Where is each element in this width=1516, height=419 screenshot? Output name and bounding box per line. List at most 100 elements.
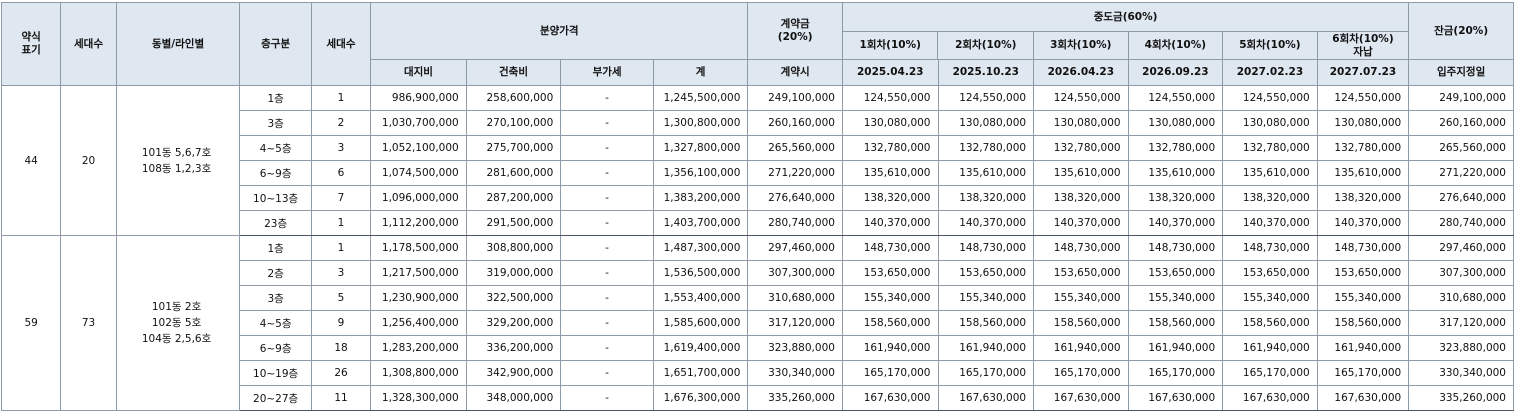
- header-date-5: 2027.02.23: [1222, 59, 1318, 86]
- cell-land: 1,328,300,000: [370, 385, 467, 411]
- cell-floor: 20~27층: [239, 385, 312, 411]
- cell-vat: -: [560, 85, 654, 111]
- cell-vat: -: [560, 210, 654, 236]
- header-middle-installments: 1회차(10%) 2회차(10%) 3회차(10%) 4회차(10%) 5회차(…: [843, 32, 1408, 59]
- cell-middle-5: 124,550,000: [1222, 85, 1318, 111]
- header-deposit-line1: 계약금: [780, 18, 810, 30]
- cell-land: 1,112,200,000: [370, 210, 467, 236]
- cell-middle-3: 135,610,000: [1033, 160, 1129, 186]
- cell-balance: 280,740,000: [1408, 210, 1514, 236]
- cell-deposit: 323,880,000: [747, 335, 843, 361]
- cell-middle-3: 138,320,000: [1033, 185, 1129, 211]
- cell-deposit: 307,300,000: [747, 260, 843, 286]
- cell-middle-1: 132,780,000: [841, 135, 939, 161]
- header-dong: 동별/라인별: [115, 2, 241, 86]
- cell-floor: 1층: [239, 85, 312, 111]
- cell-deposit: 260,160,000: [747, 110, 843, 136]
- cell-deposit: 317,120,000: [747, 310, 843, 336]
- cell-middle-3: 140,370,000: [1033, 210, 1129, 236]
- cell-dong: 101동 2호 102동 5호 104동 2,5,6호: [115, 235, 241, 411]
- cell-middle-3: 158,560,000: [1033, 310, 1129, 336]
- cell-floor: 6~9층: [239, 335, 312, 361]
- cell-middle-1: 140,370,000: [841, 210, 939, 236]
- cell-middle-6: 158,560,000: [1316, 310, 1410, 336]
- table-row: 4~5층 3 1,052,100,000 275,700,000-1,327,800,…: [2, 135, 1514, 161]
- cell-units: 26: [310, 360, 372, 386]
- cell-total: 1,676,300,000: [652, 385, 749, 411]
- cell-middle-6: 135,610,000: [1316, 160, 1410, 186]
- header-date-1: 2025.04.23: [841, 59, 939, 86]
- cell-middle-2: 135,610,000: [937, 160, 1035, 186]
- cell-middle-1: 167,630,000: [841, 385, 939, 411]
- cell-vat: -: [560, 385, 654, 411]
- cell-middle-4: 132,780,000: [1127, 135, 1224, 161]
- cell-middle-4: 130,080,000: [1127, 110, 1224, 136]
- cell-middle-1: 130,080,000: [841, 110, 939, 136]
- cell-middle-5: 155,340,000: [1222, 285, 1318, 311]
- cell-middle-4: 158,560,000: [1127, 310, 1224, 336]
- cell-middle-4: 161,940,000: [1127, 335, 1224, 361]
- cell-floor: 1층: [239, 235, 312, 261]
- cell-total: 1,487,300,000: [652, 235, 749, 261]
- cell-land: 1,052,100,000: [370, 135, 467, 161]
- cell-total: 1,383,200,000: [652, 185, 749, 211]
- cell-balance: 317,120,000: [1408, 310, 1514, 336]
- cell-middle-2: 148,730,000: [937, 235, 1035, 261]
- cell-land: 1,256,400,000: [370, 310, 467, 336]
- header-date-4: 2026.09.23: [1127, 59, 1224, 86]
- cell-middle-6: 130,080,000: [1316, 110, 1410, 136]
- cell-units: 7: [310, 185, 372, 211]
- cell-middle-5: 132,780,000: [1222, 135, 1318, 161]
- cell-units: 3: [310, 260, 372, 286]
- header-m6: 6회차(10%) 자납: [1318, 32, 1408, 59]
- cell-middle-2: 167,630,000: [937, 385, 1035, 411]
- cell-balance: 265,560,000: [1408, 135, 1514, 161]
- cell-floor: 10~13층: [239, 185, 312, 211]
- header-m5: 5회차(10%): [1223, 32, 1318, 59]
- header-m3: 3회차(10%): [1034, 32, 1129, 59]
- cell-deposit: 265,560,000: [747, 135, 843, 161]
- cell-vat: -: [560, 160, 654, 186]
- cell-middle-4: 124,550,000: [1127, 85, 1224, 111]
- header-building: 건축비: [465, 59, 562, 86]
- dong-line: 104동 2,5,6호: [141, 333, 212, 345]
- header-m6-line1: 6회차(10%): [1332, 32, 1394, 45]
- cell-deposit: 330,340,000: [747, 360, 843, 386]
- table-body: 44 20 101동 5,6,7호 108동 1,2,3호 1층 1 986,900,000…: [0, 85, 1514, 411]
- cell-floor: 3층: [239, 110, 312, 136]
- cell-balance: 276,640,000: [1408, 185, 1514, 211]
- cell-middle-5: 148,730,000: [1222, 235, 1318, 261]
- cell-middle-2: 124,550,000: [937, 85, 1035, 111]
- cell-middle-3: 153,650,000: [1033, 260, 1129, 286]
- table-row: 20~27층 11 1,328,300,000 348,000,000-1,676,3…: [2, 385, 1514, 411]
- header-middle-label: 중도금(60%): [843, 4, 1408, 32]
- cell-middle-2: 165,170,000: [937, 360, 1035, 386]
- header-total: 계: [652, 59, 749, 86]
- cell-building: 322,500,000: [465, 285, 562, 311]
- cell-middle-1: 138,320,000: [841, 185, 939, 211]
- cell-vat: -: [560, 235, 654, 261]
- cell-middle-2: 132,780,000: [937, 135, 1035, 161]
- cell-type: 44: [0, 85, 62, 236]
- cell-floor: 3층: [239, 285, 312, 311]
- cell-middle-1: 153,650,000: [841, 260, 939, 286]
- cell-dong: 101동 5,6,7호 108동 1,2,3호: [115, 85, 241, 236]
- cell-middle-4: 148,730,000: [1127, 235, 1224, 261]
- header-middle: 중도금(60%) 1회차(10%) 2회차(10%) 3회차(10%) 4회차(…: [841, 2, 1410, 60]
- cell-units: 1: [310, 235, 372, 261]
- cell-building: 275,700,000: [465, 135, 562, 161]
- cell-building: 336,200,000: [465, 335, 562, 361]
- header-type: 약식 표기: [0, 2, 62, 86]
- cell-middle-2: 158,560,000: [937, 310, 1035, 336]
- cell-deposit: 280,740,000: [747, 210, 843, 236]
- cell-middle-6: 140,370,000: [1316, 210, 1410, 236]
- cell-units: 1: [310, 85, 372, 111]
- cell-land: 986,900,000: [370, 85, 467, 111]
- cell-total: 1,619,400,000: [652, 335, 749, 361]
- cell-total: 1,403,700,000: [652, 210, 749, 236]
- cell-middle-1: 124,550,000: [841, 85, 939, 111]
- header-balance: 잔금(20%): [1408, 2, 1514, 60]
- cell-middle-5: 135,610,000: [1222, 160, 1318, 186]
- cell-land: 1,217,500,000: [370, 260, 467, 286]
- header-units: 세대수: [60, 2, 117, 86]
